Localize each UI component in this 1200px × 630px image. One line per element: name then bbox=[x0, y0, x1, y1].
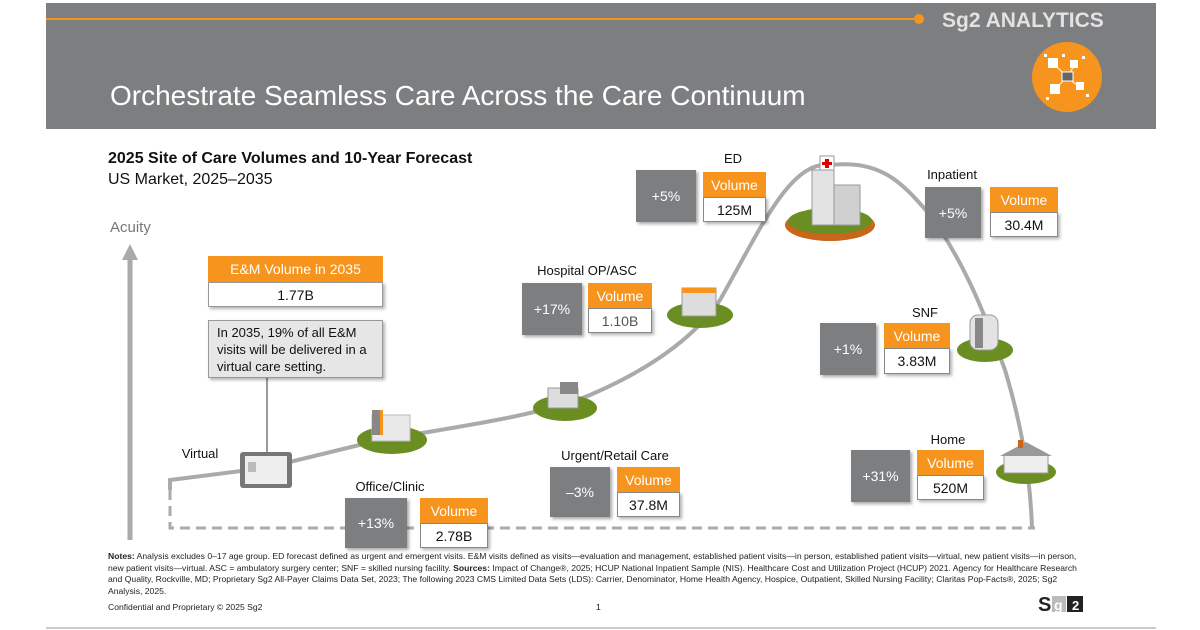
snf-building bbox=[957, 314, 1013, 362]
volume-urgent-retail: 37.8M bbox=[617, 492, 680, 517]
office-clinic-building bbox=[357, 410, 427, 454]
sources-label: Sources: bbox=[453, 562, 490, 573]
change-home: +31% bbox=[851, 450, 910, 502]
volume-inpatient: 30.4M bbox=[990, 212, 1058, 237]
site-label-hospital-op: Hospital OP/ASC bbox=[537, 263, 637, 278]
hospital-building bbox=[785, 155, 875, 241]
acuity-arrow bbox=[122, 244, 138, 540]
change-ed: +5% bbox=[636, 170, 696, 222]
chart-title: 2025 Site of Care Volumes and 10-Year Fo… bbox=[108, 150, 473, 167]
volume-header-ed: Volume bbox=[703, 172, 766, 197]
em-volume-value: 1.77B bbox=[208, 282, 383, 307]
brand-line bbox=[46, 18, 918, 20]
hospital-op-building bbox=[667, 287, 733, 328]
slide-title: Orchestrate Seamless Care Across the Car… bbox=[110, 80, 806, 111]
brand-name: Sg2 ANALYTICS bbox=[942, 9, 1104, 32]
page-number: 1 bbox=[596, 602, 601, 612]
site-label-ed: ED bbox=[723, 151, 743, 166]
change-inpatient: +5% bbox=[925, 187, 981, 238]
notes-label: Notes: bbox=[108, 551, 135, 561]
site-label-urgent-retail: Urgent/Retail Care bbox=[561, 448, 669, 463]
site-label-home: Home bbox=[930, 432, 966, 447]
tablet-icon bbox=[240, 452, 292, 488]
notes-text: Analysis excludes 0–17 age group. ED for… bbox=[108, 551, 1077, 573]
site-label-inpatient: Inpatient bbox=[927, 167, 977, 182]
change-snf: +1% bbox=[820, 323, 876, 375]
volume-header-hospital-op: Volume bbox=[588, 283, 652, 308]
svg-text:S: S bbox=[1038, 594, 1051, 614]
change-hospital-op: +17% bbox=[522, 283, 582, 335]
brand-dot bbox=[914, 14, 924, 24]
urgent-care-building bbox=[533, 382, 597, 421]
volume-header-snf: Volume bbox=[884, 323, 950, 348]
volume-hospital-op: 1.10B bbox=[588, 308, 652, 333]
chart-subtitle: US Market, 2025–2035 bbox=[108, 171, 273, 188]
dashed-baseline bbox=[168, 490, 1035, 530]
svg-text:2: 2 bbox=[1072, 598, 1079, 613]
sources-text: Impact of Change®, 2025; HCUP National I… bbox=[108, 562, 1077, 596]
notes: Notes: Analysis excludes 0–17 age group.… bbox=[108, 551, 1088, 597]
change-urgent-retail: –3% bbox=[550, 467, 610, 517]
volume-home: 520M bbox=[917, 475, 984, 500]
header-banner bbox=[46, 3, 1156, 129]
volume-header-office-clinic: Volume bbox=[420, 498, 488, 523]
site-label-virtual: Virtual bbox=[181, 446, 219, 461]
volume-snf: 3.83M bbox=[884, 348, 950, 374]
network-icon bbox=[1032, 42, 1102, 112]
svg-text:g: g bbox=[1054, 597, 1063, 613]
acuity-axis-label: Acuity bbox=[110, 219, 151, 236]
volume-header-home: Volume bbox=[917, 450, 984, 475]
em-volume-header: E&M Volume in 2035 bbox=[208, 256, 383, 282]
site-label-snf: SNF bbox=[912, 305, 938, 320]
home-building bbox=[996, 440, 1056, 484]
volume-ed: 125M bbox=[703, 197, 766, 222]
volume-header-inpatient: Volume bbox=[990, 187, 1058, 212]
confidential-notice: Confidential and Proprietary © 2025 Sg2 bbox=[108, 602, 263, 612]
virtual-callout: In 2035, 19% of all E&M visits will be d… bbox=[208, 320, 383, 378]
volume-header-urgent-retail: Volume bbox=[617, 467, 680, 492]
volume-office-clinic: 2.78B bbox=[420, 523, 488, 548]
change-office-clinic: +13% bbox=[345, 498, 407, 548]
site-label-office-clinic: Office/Clinic bbox=[355, 479, 425, 494]
